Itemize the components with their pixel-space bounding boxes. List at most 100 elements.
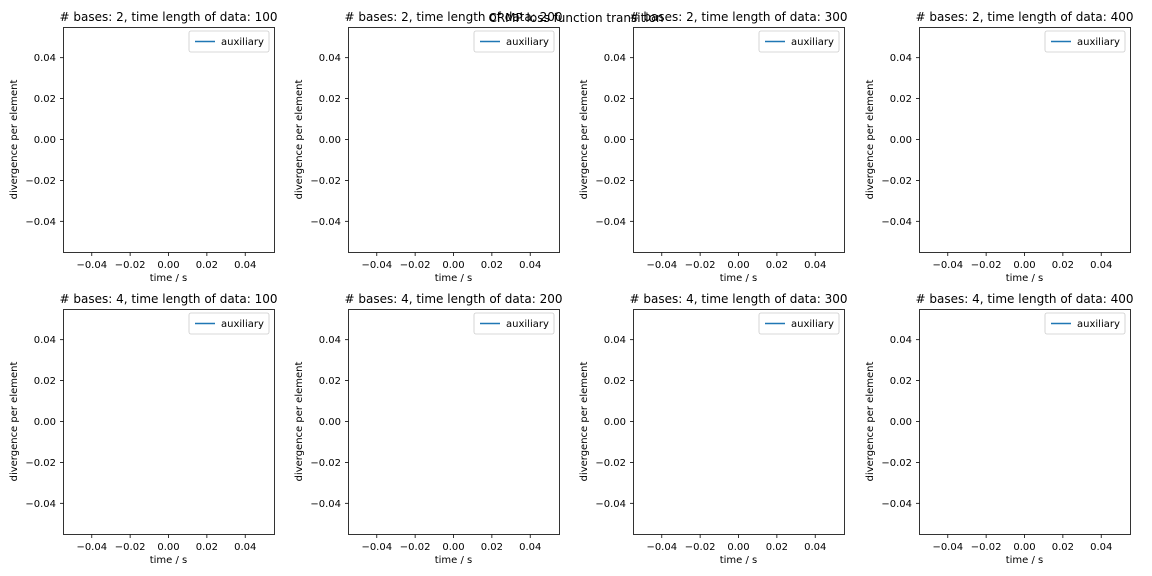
legend-box [1044,30,1126,53]
legend-box [188,30,270,53]
subplot-title: # bases: 2, time length of data: 400 [915,10,1133,24]
y-tick-label: −0.02 [595,176,626,187]
y-tick-label: 0.02 [604,94,626,105]
y-tick-label: 0.04 [34,335,56,346]
legend: auxiliary [188,30,270,53]
subplot: # bases: 4, time length of data: 400 −0.0… [865,292,1134,566]
legend-box [473,312,555,335]
x-tick-label: −0.02 [685,542,716,553]
x-tick-label: −0.04 [932,260,963,271]
axes-frame [63,27,275,253]
y-tick-label: 0.04 [319,53,341,64]
subplot: # bases: 2, time length of data: 200 −0.0… [294,10,563,284]
x-tick-label: −0.04 [646,542,677,553]
y-axis-label: divergence per element [865,362,876,482]
x-tick-label: 0.02 [196,542,218,553]
legend: auxiliary [1044,30,1126,53]
y-axis-label: divergence per element [9,80,20,200]
y-tick-label: 0.04 [34,53,56,64]
x-tick-label: 0.02 [481,260,503,271]
legend: auxiliary [1044,312,1126,335]
legend: auxiliary [473,312,555,335]
axes-frame [633,27,845,253]
y-tick-label: 0.00 [604,417,626,428]
legend-label: auxiliary [506,319,549,330]
subplot-title: # bases: 2, time length of data: 300 [629,10,847,24]
y-tick-label: 0.02 [604,376,626,387]
y-tick-label: 0.02 [319,376,341,387]
x-tick-label: −0.02 [685,260,716,271]
y-tick-label: 0.00 [34,417,56,428]
legend: auxiliary [473,30,555,53]
x-tick-label: 0.02 [766,260,788,271]
x-tick-label: 0.04 [804,542,826,553]
x-tick-label: 0.04 [1090,260,1112,271]
axes-frame [348,27,560,253]
axes-frame [633,309,845,535]
legend-box [758,312,840,335]
x-tick-label: 0.02 [481,542,503,553]
legend-box [473,30,555,53]
x-tick-label: 0.00 [1013,260,1035,271]
y-tick-label: 0.00 [319,135,341,146]
y-tick-label: 0.00 [319,417,341,428]
y-tick-label: −0.04 [881,217,912,228]
x-tick-label: −0.02 [971,542,1002,553]
legend: auxiliary [758,312,840,335]
x-tick-label: −0.02 [115,542,146,553]
legend-label: auxiliary [1077,37,1120,48]
y-tick-label: −0.02 [25,176,56,187]
subplot-title: # bases: 4, time length of data: 300 [629,292,847,306]
y-tick-label: −0.02 [881,458,912,469]
legend-label: auxiliary [791,37,834,48]
x-tick-label: −0.04 [361,542,392,553]
y-tick-label: 0.00 [34,135,56,146]
y-tick-label: 0.00 [604,135,626,146]
legend-box [1044,312,1126,335]
x-tick-label: 0.00 [157,542,179,553]
legend: auxiliary [188,312,270,335]
y-tick-label: −0.04 [881,499,912,510]
y-tick-label: 0.00 [890,135,912,146]
x-tick-label: 0.04 [1090,542,1112,553]
y-tick-label: 0.02 [34,376,56,387]
x-tick-label: −0.04 [76,542,107,553]
y-tick-label: −0.02 [310,458,341,469]
y-tick-label: −0.04 [310,499,341,510]
y-axis-label: divergence per element [579,80,590,200]
y-tick-label: −0.04 [25,499,56,510]
y-axis-label: divergence per element [294,362,305,482]
y-tick-label: −0.04 [310,217,341,228]
legend: auxiliary [758,30,840,53]
x-axis-label: time / s [150,555,188,566]
y-axis-label: divergence per element [294,80,305,200]
subplots: # bases: 2, time length of data: 100 −0.0… [9,10,1134,566]
axes-frame [919,27,1131,253]
x-tick-label: 0.00 [727,542,749,553]
y-tick-label: −0.02 [595,458,626,469]
legend-label: auxiliary [506,37,549,48]
x-tick-label: 0.04 [804,260,826,271]
x-axis-label: time / s [150,273,188,284]
x-tick-label: 0.04 [234,542,256,553]
subplot-title: # bases: 2, time length of data: 100 [59,10,277,24]
x-tick-label: 0.00 [442,542,464,553]
x-tick-label: 0.02 [196,260,218,271]
x-tick-label: 0.04 [234,260,256,271]
subplot: # bases: 4, time length of data: 200 −0.0… [294,292,563,566]
x-axis-label: time / s [435,273,473,284]
y-tick-label: −0.04 [595,217,626,228]
axes-frame [919,309,1131,535]
subplot-title: # bases: 4, time length of data: 200 [344,292,562,306]
y-tick-label: 0.02 [890,376,912,387]
x-axis-label: time / s [435,555,473,566]
x-axis-label: time / s [1006,273,1044,284]
y-tick-label: −0.04 [25,217,56,228]
legend-label: auxiliary [221,37,264,48]
x-tick-label: −0.04 [361,260,392,271]
x-axis-label: time / s [720,555,758,566]
x-tick-label: 0.04 [519,260,541,271]
subplot-title: # bases: 2, time length of data: 200 [344,10,562,24]
subplot-title: # bases: 4, time length of data: 400 [915,292,1133,306]
